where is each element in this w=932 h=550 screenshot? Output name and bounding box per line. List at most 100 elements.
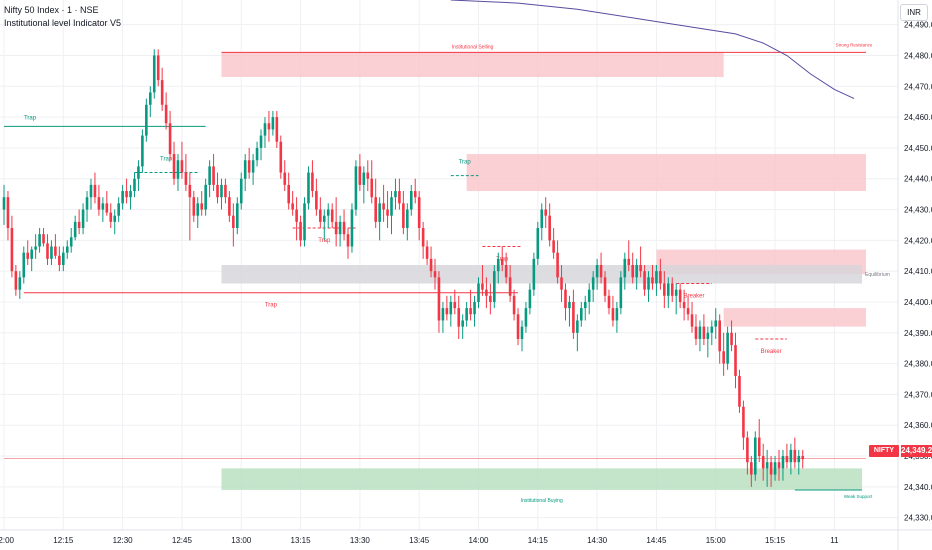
candle-body	[73, 221, 77, 238]
zone-label: Institutional Buying	[521, 498, 563, 504]
candle-body	[413, 191, 417, 198]
candle-body	[627, 258, 631, 265]
candle-body	[208, 166, 211, 185]
x-tick-label: 14:30	[587, 536, 608, 545]
candle-body	[65, 246, 69, 253]
candle-body	[346, 234, 350, 247]
candle-body	[30, 249, 33, 259]
candle-body	[239, 178, 243, 204]
candle-body	[532, 258, 536, 290]
candle-body	[160, 80, 164, 105]
y-tick-label: 24,490.00	[904, 21, 932, 30]
candle-body	[184, 172, 188, 185]
level-label: Strong Resistance	[836, 42, 873, 47]
x-tick-label: 15:00	[706, 536, 727, 545]
candle-body	[42, 234, 45, 244]
candle-body	[726, 332, 729, 364]
candle-body	[508, 277, 512, 296]
candle-body	[200, 203, 204, 210]
candle-body	[6, 197, 10, 229]
y-tick-label: 24,440.00	[904, 175, 932, 184]
indicator-name[interactable]: Institutional level Indicator V5	[4, 18, 122, 28]
x-tick-label: 12:00	[0, 536, 15, 545]
candle-body	[674, 289, 678, 296]
candle-body	[583, 301, 587, 309]
candle-body	[58, 255, 61, 265]
candle-body	[50, 246, 53, 259]
candle-body	[164, 104, 168, 124]
candle-body	[46, 243, 49, 259]
candle-body	[564, 289, 567, 309]
candle-body	[77, 221, 81, 229]
currency-label[interactable]: INR	[900, 4, 928, 21]
candle-body	[10, 228, 14, 272]
candle-body	[14, 271, 18, 290]
candle-body	[326, 209, 330, 216]
candle-body	[461, 320, 464, 327]
last-price-label: 24,349.20	[901, 445, 932, 457]
x-tick-label: 14:45	[646, 536, 667, 545]
candle-body	[330, 209, 334, 222]
level-label: Trap	[318, 238, 331, 244]
candle-body	[192, 197, 196, 216]
candle-body	[259, 135, 263, 148]
candle-body	[544, 209, 548, 216]
candle-body	[738, 375, 741, 407]
candle-body	[666, 283, 670, 296]
candle-body	[398, 191, 401, 204]
y-tick-label: 24,450.00	[904, 144, 932, 153]
x-tick-label: 14:00	[468, 536, 489, 545]
candle-body	[267, 123, 271, 130]
candle-body	[552, 240, 555, 253]
candle-body	[678, 289, 682, 302]
x-tick-label: 13:00	[231, 536, 252, 545]
candle-body	[18, 277, 22, 290]
candle-body	[536, 228, 540, 259]
candle-body	[504, 265, 508, 278]
candle-body	[152, 55, 156, 93]
candle-body	[113, 215, 117, 222]
candle-body	[374, 197, 377, 222]
candle-body	[651, 277, 654, 284]
candle-body	[576, 320, 579, 333]
candle-body	[734, 345, 737, 376]
candle-body	[117, 203, 120, 216]
candle-body	[568, 301, 571, 309]
level-label: Trap	[160, 157, 173, 163]
zone-red	[723, 308, 866, 327]
candle-body	[769, 462, 773, 475]
candle-body	[682, 301, 686, 309]
symbol-title[interactable]: Nifty 50 Index · 1 · NSE	[4, 5, 99, 15]
zones: Institutional Selling Equilibrium Institut…	[221, 44, 890, 504]
candle-body	[572, 301, 575, 333]
candle-body	[350, 209, 354, 247]
candle-body	[315, 191, 318, 210]
candle-body	[591, 277, 595, 290]
candle-body	[607, 295, 611, 309]
candle-body	[623, 258, 627, 278]
candle-body	[714, 320, 718, 327]
candle-body	[556, 252, 559, 278]
candle-body	[180, 160, 184, 173]
candle-body	[777, 462, 781, 469]
candle-body	[188, 184, 192, 198]
candle-body	[406, 209, 409, 229]
candle-body	[156, 55, 160, 81]
y-tick-label: 24,410.00	[904, 267, 932, 276]
candle-body	[271, 117, 275, 130]
candle-body	[659, 271, 662, 284]
candle-body	[69, 237, 73, 247]
y-tick-label: 24,460.00	[904, 113, 932, 122]
candle-body	[496, 258, 500, 272]
x-tick-label: 13:30	[350, 536, 371, 545]
candle-body	[137, 166, 140, 179]
candle-body	[750, 462, 753, 475]
candle-body	[390, 197, 393, 216]
candle-body	[251, 160, 255, 173]
y-tick-label: 24,390.00	[904, 329, 932, 338]
candle-body	[275, 117, 279, 142]
candle-body	[670, 283, 674, 296]
candle-body	[362, 172, 366, 185]
